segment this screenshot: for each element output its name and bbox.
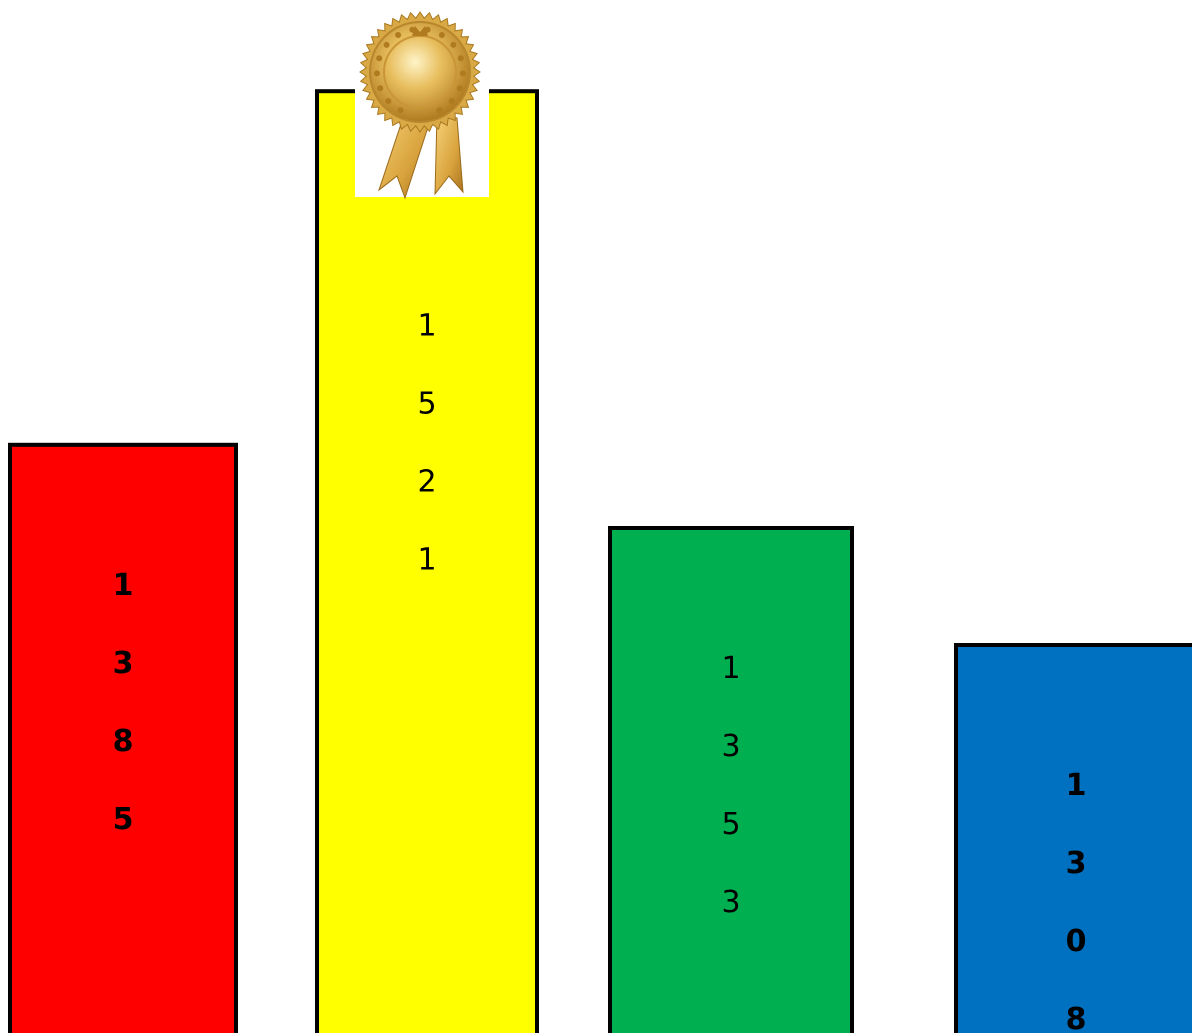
bar-2 <box>315 89 539 1033</box>
bar-4-label-digit: 8 <box>1066 1002 1087 1033</box>
bar-4-value-label: 1 3 0 8 <box>1066 768 1087 1033</box>
bar-2-label-digit: 2 <box>417 465 436 500</box>
bar-3-label-digit: 5 <box>721 807 740 842</box>
bar-3-label-digit: 1 <box>721 651 740 686</box>
bar-1 <box>8 442 238 1033</box>
bar-2-label-digit: 5 <box>417 387 436 422</box>
bar-1-label-digit: 1 <box>113 568 134 603</box>
bar-4-label-digit: 3 <box>1066 846 1087 881</box>
bar-2-label-digit: 1 <box>417 309 436 344</box>
bar-4 <box>954 643 1192 1033</box>
badge-layer <box>355 10 489 200</box>
bar-1-label-digit: 8 <box>113 724 134 759</box>
bar-1-label-digit: 5 <box>113 802 134 837</box>
gold-award-ribbon-icon <box>355 10 489 200</box>
bar-3 <box>608 526 854 1033</box>
bar-3-label-digit: 3 <box>721 729 740 764</box>
bar-1-value-label: 1 3 8 5 <box>113 568 134 837</box>
bar-1-label-digit: 3 <box>113 646 134 681</box>
bar-3-value-label: 1 3 5 3 <box>721 651 740 920</box>
bar-3-label-digit: 3 <box>721 885 740 920</box>
bar-4-label-digit: 0 <box>1066 924 1087 959</box>
bar-4-label-digit: 1 <box>1066 768 1087 803</box>
bar-2-label-digit: 1 <box>417 543 436 578</box>
